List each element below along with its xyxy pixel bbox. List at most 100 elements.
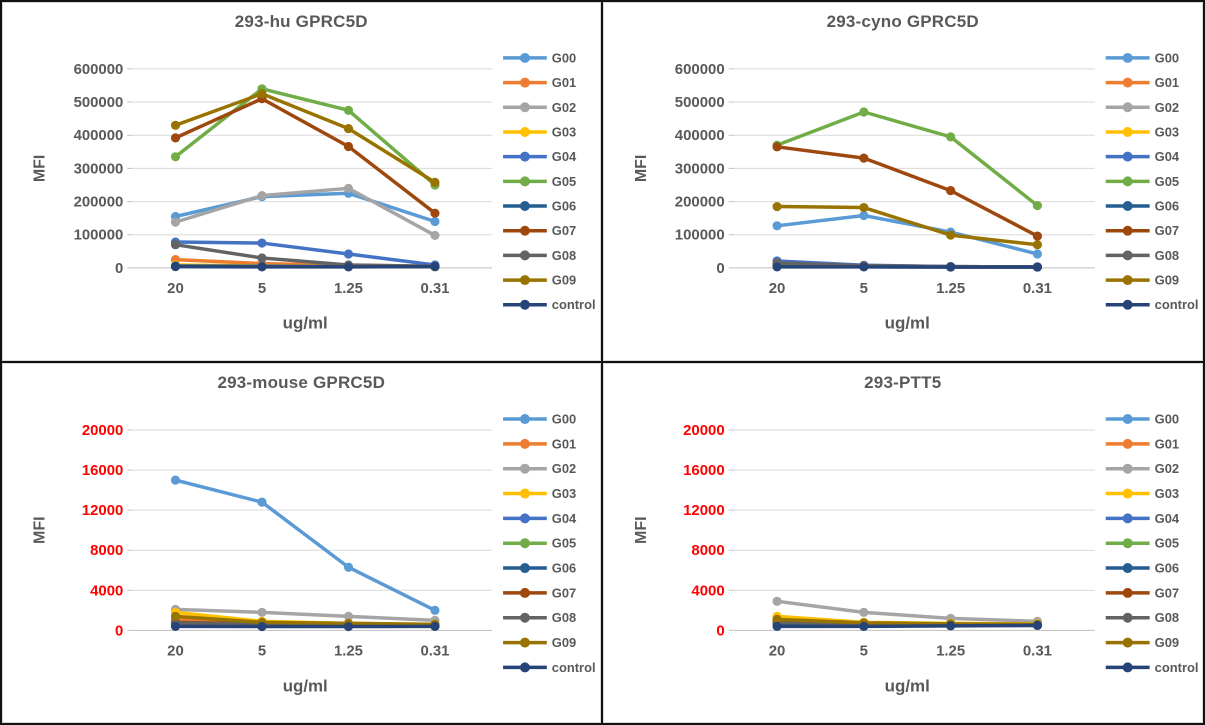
y-tick-label: 500000 — [74, 94, 124, 111]
legend-label: control — [1154, 659, 1198, 674]
legend-marker-swatch — [519, 438, 530, 449]
legend-item-G08: G08 — [1105, 610, 1179, 625]
legend-label: G04 — [1154, 149, 1179, 164]
series-marker-G09 — [170, 611, 181, 621]
legend-label: G03 — [552, 486, 576, 501]
x-tick-label: 5 — [859, 280, 867, 297]
series-line-G09 — [173, 92, 437, 185]
series-marker-control — [257, 262, 267, 272]
legend-marker-swatch — [519, 537, 530, 548]
legend-item-G05: G05 — [503, 535, 576, 550]
series-marker-G02 — [430, 230, 440, 240]
series-marker-control — [858, 262, 868, 272]
y-tick-label: 16000 — [683, 462, 725, 479]
legend-item-G09: G09 — [503, 273, 576, 288]
series-marker-G00 — [343, 562, 354, 572]
legend-label: G03 — [1154, 486, 1178, 501]
legend-marker-swatch — [1122, 201, 1133, 211]
x-axis-title: ug/ml — [283, 676, 328, 695]
series-marker-G00 — [430, 216, 440, 227]
legend-label: G01 — [552, 436, 576, 451]
series-marker-control — [430, 262, 440, 272]
legend-item-G00: G00 — [1105, 50, 1179, 65]
legend-item-control: control — [1105, 297, 1198, 312]
legend-label: G05 — [1154, 535, 1178, 550]
y-tick-label: 100000 — [674, 227, 724, 244]
legend-label: G01 — [552, 75, 576, 90]
legend-item-G01: G01 — [503, 436, 576, 451]
legend-marker-swatch — [519, 102, 530, 113]
series-line-G05 — [173, 87, 437, 187]
legend-item-G04: G04 — [1105, 510, 1179, 525]
legend-marker-swatch — [1122, 250, 1133, 261]
legend-item-G05: G05 — [1105, 174, 1179, 189]
legend-label: G02 — [1154, 100, 1178, 115]
chart-title: 293-hu GPRC5D — [234, 12, 368, 31]
legend-label: G01 — [1154, 436, 1178, 451]
legend-item-control: control — [503, 659, 596, 674]
x-tick-label: 5 — [258, 280, 266, 297]
legend-item-G00: G00 — [503, 411, 576, 426]
series-marker-G02 — [257, 191, 267, 201]
legend-label: G02 — [552, 100, 576, 115]
legend-marker-swatch — [1122, 587, 1133, 598]
series-line-G02 — [173, 186, 437, 238]
legend-label: G05 — [552, 535, 576, 550]
legend-marker-swatch — [1122, 463, 1133, 474]
legend-label: control — [552, 297, 596, 312]
legend-label: G00 — [552, 50, 576, 65]
legend-marker-swatch — [1122, 612, 1133, 623]
legend-label: G07 — [552, 585, 576, 600]
y-tick-label: 20000 — [683, 422, 725, 439]
legend-item-G02: G02 — [1105, 100, 1179, 115]
series-line-G09 — [774, 204, 1039, 247]
x-tick-label: 0.31 — [1022, 642, 1051, 659]
series-marker-control — [1032, 262, 1042, 272]
y-tick-label: 0 — [115, 622, 123, 639]
legend-item-G04: G04 — [1105, 149, 1179, 164]
legend-marker-swatch — [519, 126, 530, 137]
series-marker-control — [343, 262, 354, 272]
legend-item-G06: G06 — [1105, 199, 1179, 213]
legend-item-G07: G07 — [1105, 223, 1179, 238]
legend-marker-swatch — [519, 201, 530, 211]
x-tick-label: 0.31 — [1022, 280, 1051, 297]
chart-panel-hu-gprc5d: 293-hu GPRC5D 0 100000 200000 300000 400000 5… — [2, 2, 601, 361]
legend-marker-swatch — [1122, 275, 1133, 286]
legend-label: G05 — [552, 174, 576, 189]
series-marker-G08 — [257, 253, 267, 263]
legend-label: G02 — [1154, 461, 1178, 476]
y-axis-title: MFI — [32, 155, 49, 182]
legend-label: G08 — [552, 610, 576, 625]
y-tick-label: 0 — [716, 622, 724, 639]
legend-label: G04 — [552, 149, 577, 164]
series-marker-G09 — [430, 177, 440, 187]
legend-item-G04: G04 — [503, 149, 577, 164]
y-tick-label: 600000 — [74, 61, 124, 78]
legend-item-G03: G03 — [503, 486, 576, 501]
y-tick-label: 12000 — [683, 502, 725, 519]
series-line-G09 — [173, 614, 437, 626]
y-tick-label: 12000 — [82, 502, 123, 519]
series-marker-control — [858, 621, 868, 631]
x-tick-label: 1.25 — [334, 280, 363, 297]
y-tick-label: 4000 — [691, 582, 724, 599]
x-tick-label: 5 — [859, 642, 867, 659]
legend-marker-swatch — [1122, 438, 1133, 449]
legend-marker-swatch — [519, 299, 530, 310]
x-tick-label: 0.31 — [420, 280, 449, 297]
legend-label: G03 — [552, 124, 576, 139]
series-marker-G09 — [170, 120, 181, 130]
legend-item-G08: G08 — [503, 248, 576, 263]
series-marker-G02 — [858, 607, 868, 617]
y-tick-label: 20000 — [82, 422, 123, 439]
legend-marker-swatch — [519, 413, 530, 424]
legend-item-G07: G07 — [503, 585, 576, 600]
series-line-G00 — [173, 191, 437, 224]
y-tick-label: 400000 — [74, 127, 124, 144]
legend-marker-swatch — [519, 176, 530, 187]
series-marker-G09 — [858, 202, 868, 213]
y-tick-label: 0 — [115, 260, 123, 277]
series-marker-G09 — [343, 124, 354, 134]
